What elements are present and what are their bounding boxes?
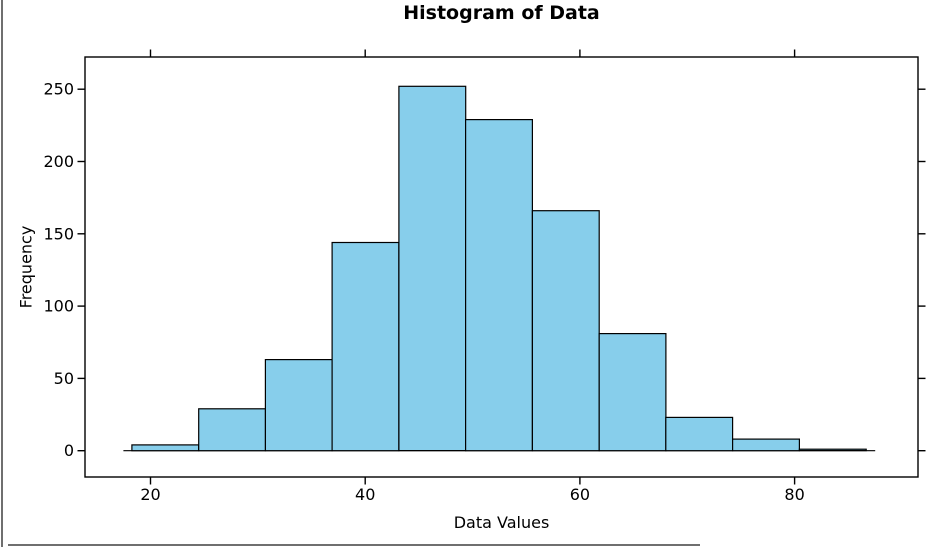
window-border-bottom	[8, 544, 700, 546]
chart-title: Histogram of Data	[403, 2, 600, 24]
y-tick-label: 150	[43, 224, 74, 243]
histogram-bar	[131, 444, 200, 452]
histogram-bar	[398, 85, 467, 452]
histogram-bar	[331, 241, 400, 452]
y-tick-label: 100	[43, 297, 74, 316]
x-tick-label: 60	[570, 485, 590, 504]
histogram-bar	[798, 448, 867, 452]
window-border-left	[1, 0, 3, 547]
y-tick-label: 50	[54, 369, 74, 388]
x-axis-label: Data Values	[453, 513, 550, 532]
histogram-bar	[264, 359, 333, 452]
histogram-bar	[598, 333, 667, 452]
y-tick-label: 0	[64, 441, 74, 460]
histogram-bar	[465, 118, 534, 452]
y-axis-label: Frequency	[16, 225, 36, 309]
x-tick-label: 80	[784, 485, 804, 504]
x-tick-label: 40	[355, 485, 375, 504]
histogram-bar	[731, 438, 800, 452]
y-tick-label: 250	[43, 80, 74, 99]
histogram-bar	[531, 210, 600, 452]
histogram-bar	[198, 408, 267, 452]
y-tick-label: 200	[43, 152, 74, 171]
histogram-bar	[665, 416, 734, 452]
x-tick-label: 20	[140, 485, 160, 504]
